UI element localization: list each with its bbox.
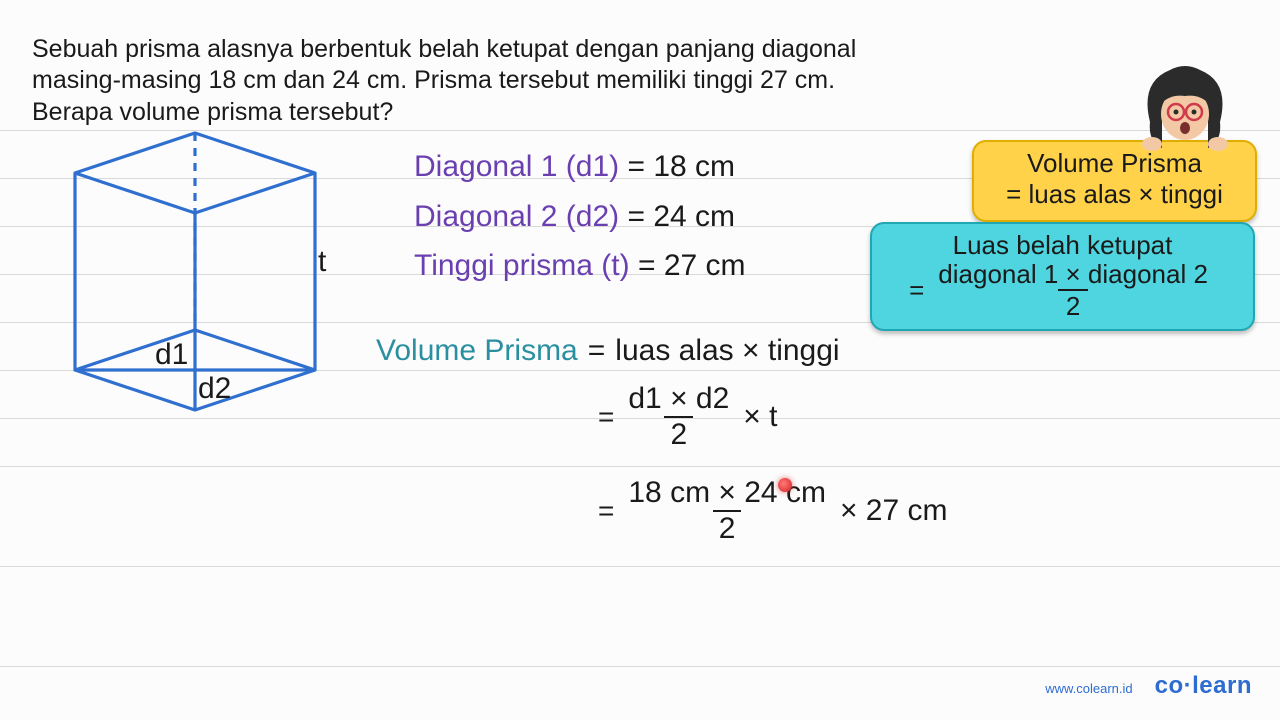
footer-site: www.colearn.id: [1045, 681, 1132, 696]
equals: =: [598, 401, 614, 433]
avatar: [1130, 62, 1240, 157]
frac-den: 2: [1058, 289, 1088, 319]
equals: =: [627, 150, 653, 183]
d2-label: Diagonal 2 (d2): [414, 200, 619, 233]
times-27: × 27 cm: [840, 494, 948, 528]
t-value: 27 cm: [664, 249, 746, 282]
frac-den: 2: [713, 510, 742, 544]
label-d1: d1: [155, 338, 188, 372]
solution-steps: Volume Prisma = luas alas × tinggi = d1 …: [376, 334, 948, 544]
d1-value: 18 cm: [653, 150, 735, 183]
fraction-d1d2: d1 × d2 2: [622, 384, 735, 450]
equals: =: [598, 495, 614, 527]
formula-volume-body: = luas alas × tinggi: [988, 179, 1241, 210]
formula-area-fraction: diagonal 1 × diagonal 2 2: [930, 261, 1216, 319]
equals: =: [638, 249, 664, 282]
problem-text: Sebuah prisma alasnya berbentuk belah ke…: [32, 34, 862, 128]
volume-lhs: Volume Prisma: [376, 334, 578, 368]
d1-label: Diagonal 1 (d1): [414, 150, 619, 183]
equals: =: [588, 334, 606, 368]
formula-area-box: Luas belah ketupat = diagonal 1 × diagon…: [870, 222, 1255, 331]
volume-rhs1: luas alas × tinggi: [615, 334, 839, 368]
label-d2: d2: [198, 372, 231, 406]
equals: =: [909, 275, 924, 306]
frac-num: 18 cm × 24 cm: [622, 478, 832, 510]
frac-den: 2: [664, 416, 693, 450]
equals: =: [627, 200, 653, 233]
formula-area-title: Luas belah ketupat: [886, 230, 1239, 261]
d2-value: 24 cm: [653, 200, 735, 233]
label-t: t: [318, 245, 326, 279]
t-label: Tinggi prisma (t): [414, 249, 630, 282]
laser-pointer-dot: [778, 478, 792, 492]
fraction-values: 18 cm × 24 cm 2: [622, 478, 832, 544]
times-t: × t: [743, 400, 777, 434]
footer-brand: co·learn: [1155, 672, 1252, 700]
known-values: Diagonal 1 (d1) = 18 cm Diagonal 2 (d2) …: [414, 142, 746, 291]
frac-num: d1 × d2: [622, 384, 735, 416]
frac-num: diagonal 1 × diagonal 2: [930, 261, 1216, 289]
footer: www.colearn.id co·learn: [1045, 672, 1252, 700]
